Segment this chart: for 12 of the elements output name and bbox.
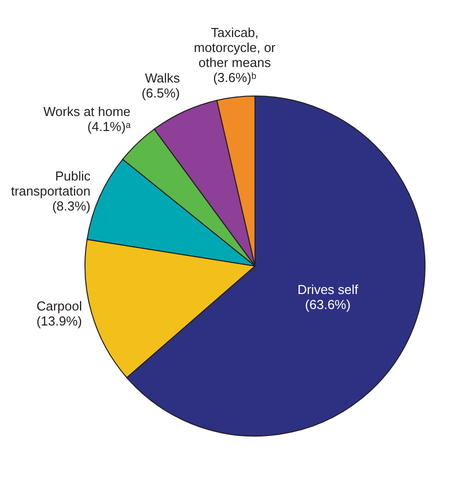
slice-label: Drives self <box>297 282 359 298</box>
data-label: (4.1%)ᵃ <box>87 118 131 134</box>
data-label: (8.3%) <box>52 198 90 214</box>
data-label: (63.6%) <box>305 297 351 312</box>
slice-label: Walks <box>144 70 180 86</box>
data-label: (6.5%) <box>142 85 180 100</box>
data-label: (3.6%)ᵇ <box>213 70 256 86</box>
slice-label: Carpool <box>36 298 82 314</box>
slice-label: Works at home <box>43 104 131 119</box>
slice-label: Taxicab, motorcycle, or other means <box>194 25 276 70</box>
slice-label: Public transportation <box>10 168 91 198</box>
data-label: (13.9%) <box>36 314 82 329</box>
